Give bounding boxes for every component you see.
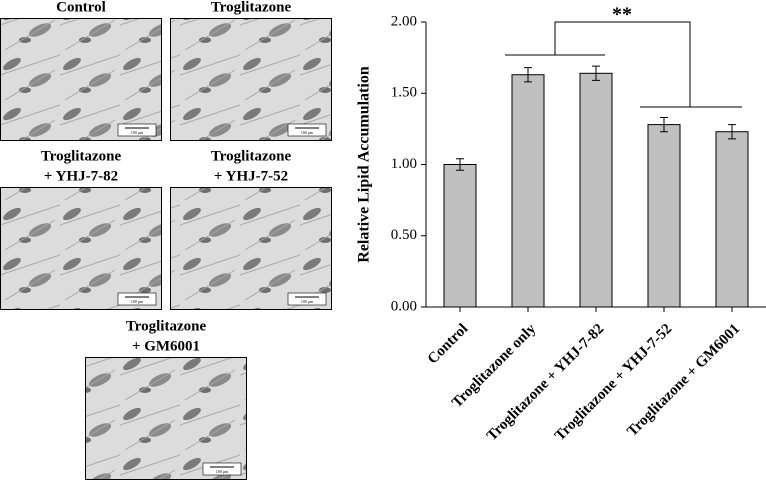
bar-chart: Relative Lipid Accumulation 0.00 0.50 1.00 1… (356, 4, 766, 444)
image-label: + YHJ-7-82 (44, 168, 118, 184)
x-tick-label: Troglitazone + YHJ-7-82 (484, 321, 607, 444)
scale-bar-label: 100 μm (131, 299, 144, 304)
scale-bar-label: 100 μm (216, 469, 229, 474)
image-label: Troglitazone (126, 318, 207, 334)
y-tick-label: 1.50 (391, 85, 417, 101)
error-bar (660, 116, 668, 133)
micrograph (0, 187, 162, 310)
bar (579, 72, 613, 308)
y-tick-label: 1.00 (391, 156, 417, 172)
error-bar (728, 124, 736, 140)
error-bar (456, 158, 464, 171)
image-label: Control (56, 0, 106, 15)
bar (647, 124, 681, 308)
scale-bar-label: 100 μm (301, 130, 314, 135)
scale-bar-box (117, 123, 157, 137)
error-bar (524, 67, 532, 83)
scale-bar-box (117, 292, 157, 306)
significance-bracket (505, 21, 742, 108)
bar (715, 131, 749, 308)
micrograph (85, 357, 247, 480)
scale-bar-label: 100 μm (301, 299, 314, 304)
image-label: Troglitazone (211, 148, 292, 164)
y-axis-label: Relative Lipid Accumulation (356, 66, 373, 263)
y-tick-label: 2.00 (391, 13, 417, 29)
micrograph (170, 187, 332, 310)
x-tick-label: Troglitazone + GM6001 (624, 321, 743, 440)
scale-bar-box (287, 123, 327, 137)
scale-bar-box (287, 292, 327, 306)
micrograph (170, 18, 332, 141)
image-label: + GM6001 (132, 338, 200, 354)
image-label: Troglitazone (41, 148, 122, 164)
image-panels: Control 100 μm Troglitazone 100 μm Troglitaz… (0, 0, 332, 480)
error-bar (592, 65, 600, 81)
scale-bar-label: 100 μm (131, 130, 144, 135)
x-tick-label: Troglitazone + YHJ-7-52 (552, 321, 675, 444)
image-label: Troglitazone (211, 0, 292, 15)
x-tick-label: Control (425, 321, 471, 367)
bar (443, 164, 477, 308)
bar (511, 74, 545, 308)
scale-bar-box (202, 462, 242, 476)
y-tick-label: 0.50 (391, 227, 417, 243)
image-label: + YHJ-7-52 (214, 168, 288, 184)
y-tick-label: 0.00 (391, 298, 417, 314)
micrograph (0, 18, 162, 141)
significance-label: ** (612, 4, 632, 26)
